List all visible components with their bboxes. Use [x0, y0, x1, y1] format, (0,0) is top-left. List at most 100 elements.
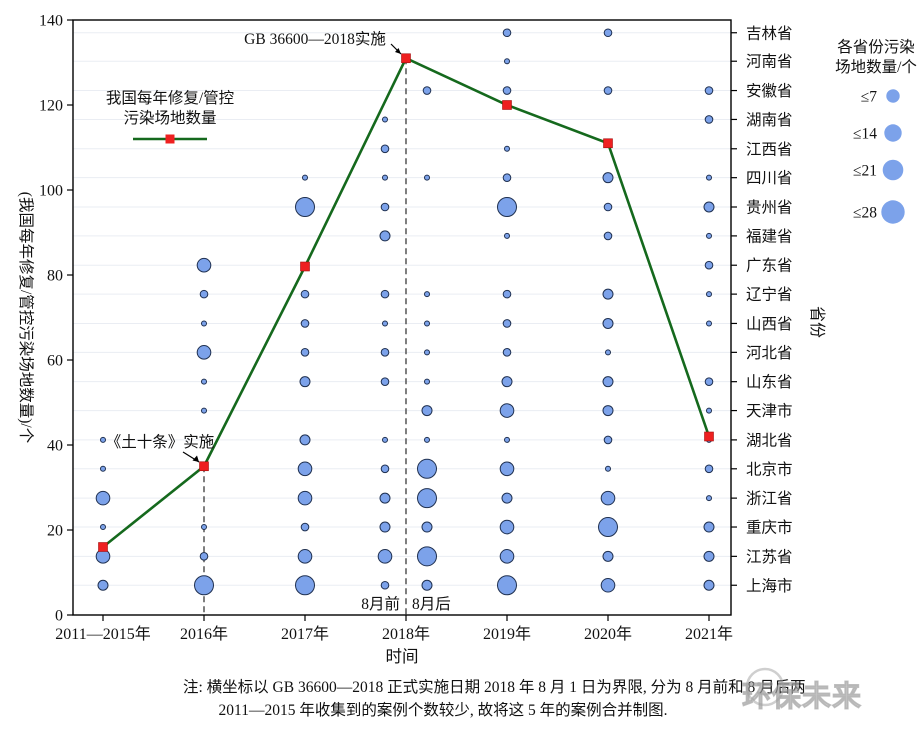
x-axis-tick-label: 2017年 — [281, 625, 329, 643]
bubble-江苏省-2019 — [499, 549, 515, 564]
bubble-上海市-2018-8月前 — [380, 580, 390, 590]
bubble-福建省-2018-8月前 — [379, 230, 391, 242]
bubble-山东省-2017 — [299, 376, 311, 388]
bubble-重庆市-2018-8月后 — [421, 521, 433, 533]
bubble-河南省-2019 — [504, 58, 510, 65]
bubble-北京市-2018-8月前 — [380, 464, 390, 474]
x-axis-tick-label: 2020年 — [584, 625, 632, 643]
bubble-浙江省-2021 — [706, 495, 712, 502]
line-legend-text: 我国每年修复/管控 — [106, 89, 234, 107]
y-axis-tick-label: 120 — [39, 98, 63, 115]
x-axis-tick-label: 2018年 — [382, 625, 430, 643]
province-label: 河南省 — [746, 53, 793, 71]
bubble-辽宁省-2017 — [300, 289, 310, 299]
bubble-重庆市-2016 — [201, 524, 207, 531]
bubble-广东省-2021 — [704, 260, 714, 270]
x-axis-tick-label: 2021年 — [685, 625, 733, 643]
bubble-河北省-2016 — [196, 345, 212, 360]
bubble-江西省-2019 — [504, 145, 510, 152]
bubble-河北省-2018-8月后 — [424, 349, 430, 356]
bubble-湖北省-2017 — [299, 434, 311, 446]
bubble-江苏省-2016 — [199, 552, 209, 561]
bubble-山西省-2018-8月前 — [382, 320, 388, 327]
bubble-湖北省-2018-8月后 — [424, 436, 430, 443]
bubble-浙江省-2018-8月后 — [417, 488, 437, 509]
bubble-重庆市-2011-2015 — [100, 524, 106, 531]
bubble-辽宁省-2020 — [602, 288, 614, 300]
annotation-gb36600-arrowhead — [395, 48, 401, 54]
bubble-山东省-2019 — [501, 376, 513, 388]
x-axis-tick-label: 2016年 — [180, 625, 228, 643]
bubble-贵州省-2017 — [295, 197, 315, 217]
province-label: 重庆市 — [746, 519, 793, 537]
bubble-天津市-2021 — [706, 407, 712, 414]
bubble-辽宁省-2021 — [706, 291, 712, 298]
bubble-安徽省-2018-8月后 — [422, 86, 432, 95]
bubble-河北省-2018-8月前 — [380, 348, 390, 357]
x-axis-tick-label: 2019年 — [483, 625, 531, 643]
bubble-安徽省-2021 — [704, 86, 714, 95]
bubble-北京市-2011-2015 — [100, 465, 106, 472]
bubble-辽宁省-2018-8月后 — [424, 291, 430, 298]
bubble-湖北省-2011-2015 — [100, 436, 106, 443]
province-label: 辽宁省 — [746, 286, 793, 304]
bubble-重庆市-2021 — [703, 521, 715, 533]
trend-point — [300, 261, 310, 272]
bubble-安徽省-2020 — [603, 86, 613, 95]
bubble-北京市-2019 — [499, 461, 515, 477]
figure-note-line2: 2011—2015 年收集到的案例个数较少, 故将这 5 年的案例合并制图. — [218, 702, 668, 719]
bubble-浙江省-2017 — [297, 490, 313, 506]
bubble-山东省-2016 — [201, 378, 207, 385]
bubble-湖北省-2020 — [603, 435, 613, 445]
x-axis-title: 时间 — [386, 647, 419, 666]
province-label: 江苏省 — [746, 548, 793, 566]
province-label: 四川省 — [746, 169, 793, 187]
trend-point — [401, 53, 411, 64]
province-label: 天津市 — [746, 402, 793, 420]
bubble-重庆市-2017 — [300, 522, 310, 532]
bubble-辽宁省-2016 — [199, 289, 209, 299]
bubble-河北省-2017 — [300, 348, 310, 357]
bubble-福建省-2020 — [603, 231, 613, 241]
bubble-贵州省-2018-8月前 — [380, 202, 390, 212]
bubble-北京市-2021 — [704, 464, 714, 474]
bubble-江苏省-2021 — [703, 550, 715, 562]
bubble-山西省-2017 — [300, 319, 310, 328]
bubble-天津市-2019 — [499, 403, 515, 418]
trend-point — [603, 138, 613, 149]
size-legend-item-label: ≤21 — [853, 163, 877, 180]
label-august-before: 8月前 — [361, 595, 400, 613]
bubble-河北省-2019 — [502, 348, 512, 357]
bubble-安徽省-2019 — [502, 86, 512, 95]
bubble-吉林省-2020 — [603, 28, 613, 38]
bubble-辽宁省-2018-8月前 — [380, 289, 390, 299]
size-legend-item-circle — [882, 159, 904, 181]
bubble-山东省-2020 — [602, 376, 614, 388]
bubble-江苏省-2018-8月前 — [377, 549, 393, 564]
bubble-浙江省-2019 — [501, 492, 513, 504]
bubble-重庆市-2020 — [598, 517, 618, 538]
bubble-重庆市-2018-8月前 — [379, 521, 391, 533]
bubble-浙江省-2020 — [600, 490, 616, 506]
bubble-湖南省-2021 — [704, 115, 714, 124]
bubble-浙江省-2011-2015 — [95, 490, 111, 506]
size-legend-item-circle — [884, 124, 902, 142]
bubble-上海市-2021 — [703, 579, 715, 591]
province-label: 河北省 — [746, 344, 793, 362]
bubble-天津市-2016 — [201, 407, 207, 414]
bubble-北京市-2020 — [605, 465, 611, 472]
bubble-上海市-2016 — [194, 575, 214, 596]
bubble-江西省-2018-8月前 — [380, 144, 390, 154]
bubble-湖南省-2018-8月前 — [382, 116, 388, 123]
bubble-上海市-2011-2015 — [97, 579, 109, 591]
bubble-山西省-2020 — [602, 317, 614, 329]
size-legend-item-label: ≤28 — [853, 205, 877, 222]
province-label: 江西省 — [746, 140, 793, 158]
bubble-福建省-2021 — [706, 232, 712, 239]
bubble-北京市-2017 — [297, 461, 313, 477]
bubble-山东省-2018-8月后 — [424, 378, 430, 385]
province-label: 山西省 — [746, 315, 793, 333]
y-axis-tick-label: 80 — [47, 268, 63, 285]
trend-point — [502, 100, 512, 110]
